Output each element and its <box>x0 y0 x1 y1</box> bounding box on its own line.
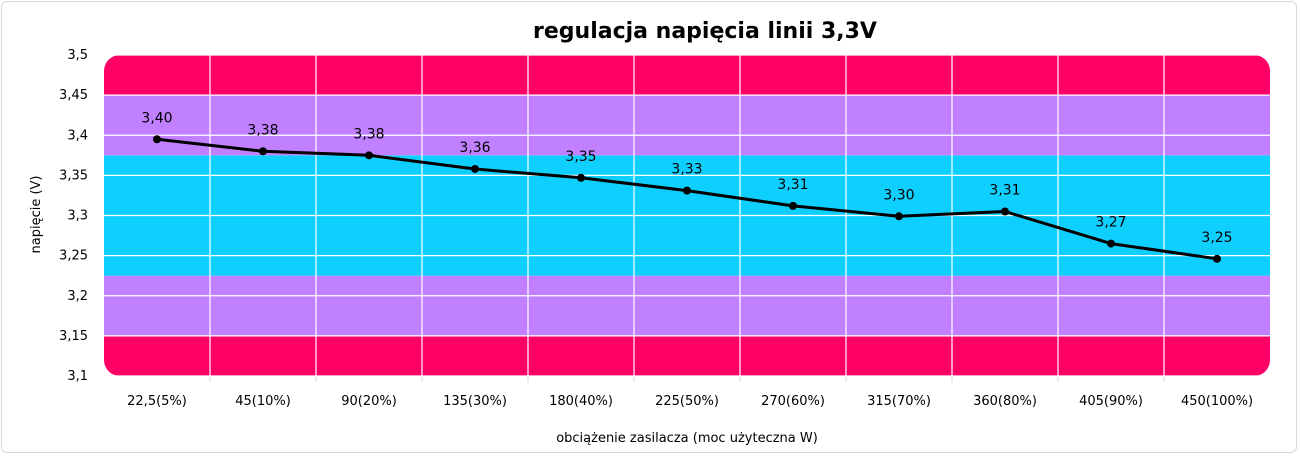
y-tick-label: 3,5 <box>67 48 88 63</box>
data-label: 3,36 <box>459 140 490 156</box>
y-tick-label: 3,25 <box>59 249 88 264</box>
data-point <box>895 212 903 221</box>
y-tick-label: 3,2 <box>67 289 88 304</box>
y-tick-label: 3,15 <box>59 329 88 344</box>
y-tick-label: 3,3 <box>67 209 88 224</box>
background-band-5 <box>104 55 1270 96</box>
data-label: 3,31 <box>777 177 808 193</box>
x-tick-label: 45(10%) <box>235 394 291 409</box>
y-axis-label: napięcie (V) <box>29 176 44 254</box>
x-tick-label: 135(30%) <box>443 394 507 409</box>
data-point <box>153 135 161 144</box>
x-tick-label: 315(70%) <box>867 394 931 409</box>
x-tick-label: 22,5(5%) <box>127 394 187 409</box>
x-tick-label: 90(20%) <box>341 394 397 409</box>
x-tick-label: 225(50%) <box>655 394 719 409</box>
data-point <box>471 164 479 173</box>
x-axis-label: obciążenie zasilacza (moc użyteczna W) <box>556 431 818 446</box>
background-band-1 <box>104 335 1270 376</box>
data-point <box>789 201 797 210</box>
y-tick-label: 3,1 <box>67 369 88 384</box>
data-label: 3,35 <box>565 149 596 165</box>
data-label: 3,38 <box>247 122 278 138</box>
data-label: 3,33 <box>671 162 702 178</box>
x-tick-label: 360(80%) <box>973 394 1037 409</box>
data-point <box>1213 254 1221 263</box>
y-tick-label: 3,4 <box>67 128 88 143</box>
data-point <box>577 173 585 182</box>
data-point <box>683 186 691 195</box>
x-tick-label: 405(90%) <box>1079 394 1143 409</box>
x-tick-label: 270(60%) <box>761 394 825 409</box>
data-label: 3,40 <box>141 110 172 126</box>
data-point <box>1107 239 1115 248</box>
data-point <box>365 151 373 160</box>
background-band-4 <box>104 95 1270 156</box>
y-tick-label: 3,35 <box>59 168 88 183</box>
x-tick-label: 180(40%) <box>549 394 613 409</box>
data-point <box>259 147 267 156</box>
chart-title: regulacja napięcia linii 3,3V <box>533 19 877 44</box>
data-label: 3,27 <box>1095 215 1126 231</box>
data-label: 3,31 <box>989 182 1020 198</box>
y-tick-label: 3,45 <box>59 88 88 103</box>
x-tick-label: 450(100%) <box>1181 394 1253 409</box>
data-point <box>1001 207 1009 216</box>
background-band-2 <box>104 275 1270 336</box>
data-label: 3,38 <box>353 126 384 142</box>
data-label: 3,30 <box>883 187 914 203</box>
data-label: 3,25 <box>1201 230 1232 246</box>
